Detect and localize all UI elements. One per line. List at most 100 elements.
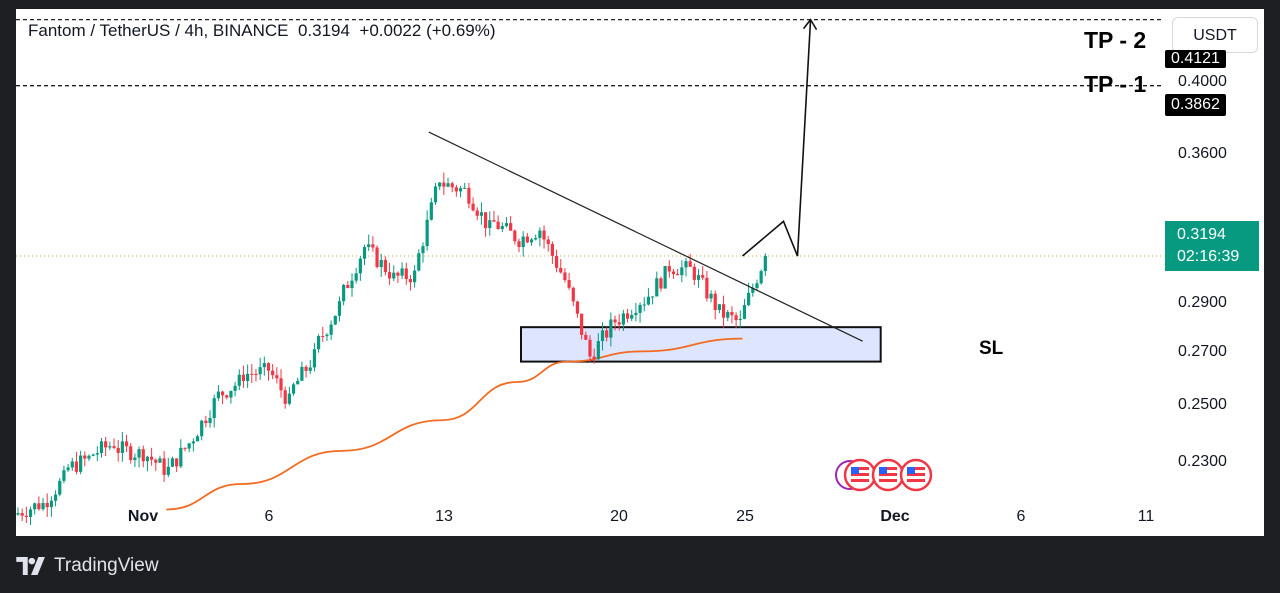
- candle-up: [358, 258, 362, 274]
- candle-up: [400, 268, 404, 276]
- candle-up: [634, 312, 638, 316]
- candle-down: [204, 420, 208, 424]
- candle-down: [141, 449, 145, 462]
- candle-down: [266, 363, 271, 371]
- us-flag-icon[interactable]: [843, 458, 877, 492]
- candle-down: [383, 259, 387, 273]
- candle-up: [680, 267, 684, 276]
- candle-down: [571, 287, 575, 302]
- candle-down: [254, 374, 258, 376]
- price-chart[interactable]: [16, 9, 1264, 536]
- candle-down: [705, 277, 709, 299]
- candle-down: [688, 261, 692, 267]
- candle-up: [258, 367, 262, 375]
- candle-down: [525, 236, 529, 243]
- candle-down: [154, 459, 158, 463]
- candle-up: [642, 304, 646, 306]
- candle-down: [450, 183, 454, 188]
- candle-down: [554, 255, 559, 268]
- time-tick-dec-6: 6: [1016, 508, 1026, 525]
- candle-up: [233, 385, 237, 391]
- symbol-header: Fantom / TetherUS / 4h, BINANCE 0.3194 +…: [28, 21, 496, 40]
- sl-label: SL: [979, 338, 1004, 359]
- candle-up: [534, 237, 538, 240]
- candle-up: [742, 305, 747, 319]
- us-flag-icon[interactable]: [899, 458, 933, 492]
- candle-up: [655, 278, 659, 297]
- chart-panel[interactable]: Fantom / TetherUS / 4h, BINANCE 0.3194 +…: [16, 9, 1264, 536]
- candle-down: [625, 313, 630, 319]
- candle-down: [509, 223, 513, 231]
- candle-down: [659, 278, 663, 289]
- candle-up: [262, 363, 266, 368]
- price-tick-0.2300: 0.2300: [1178, 453, 1227, 470]
- candle-up: [738, 318, 742, 321]
- time-tick-dec: Dec: [880, 508, 910, 525]
- candle-up: [413, 270, 417, 283]
- candle-up: [488, 220, 492, 229]
- candle-down: [701, 275, 705, 278]
- current-price-badge: 0.3194 02:16:39: [1165, 221, 1259, 271]
- candle-up: [166, 466, 170, 475]
- price-change-pct: (+0.69%): [426, 21, 496, 40]
- candle-down: [150, 456, 154, 460]
- candle-up: [717, 304, 721, 310]
- tp1-label: TP - 1: [1084, 71, 1147, 97]
- candle-up: [195, 436, 200, 442]
- candle-up: [329, 324, 333, 335]
- price-tick-0.2700: 0.2700: [1178, 343, 1227, 360]
- candle-down: [83, 455, 87, 459]
- candle-up: [120, 441, 124, 453]
- candle-down: [734, 315, 738, 321]
- candle-down: [546, 239, 550, 244]
- projection-arrow: [741, 19, 812, 257]
- candle-up: [630, 315, 634, 319]
- last-price: 0.3194: [297, 21, 350, 40]
- candle-down: [225, 395, 229, 398]
- us-flag-icon[interactable]: [871, 458, 905, 492]
- price-tick-0.4000: 0.4000: [1178, 73, 1227, 90]
- tradingview-logo-icon: [16, 557, 45, 575]
- candle-up: [229, 390, 233, 398]
- candle-down: [692, 266, 696, 280]
- candle-up: [646, 296, 651, 305]
- tp2-price-badge: 0.4121: [1165, 50, 1226, 68]
- candle-up: [187, 443, 191, 449]
- candle-down: [321, 336, 325, 338]
- candle-up: [337, 301, 342, 316]
- economic-events-icons[interactable]: [832, 457, 936, 493]
- candle-up: [208, 418, 212, 424]
- candle-down: [713, 293, 717, 310]
- candle-up: [170, 458, 175, 467]
- candle-down: [475, 210, 479, 216]
- candle-up: [66, 467, 70, 471]
- candle-down: [371, 244, 375, 248]
- candle-down: [45, 503, 49, 508]
- candle-up: [500, 226, 504, 230]
- tradingview-brand[interactable]: TradingView: [16, 555, 159, 577]
- candle-up: [58, 480, 62, 495]
- candle-up: [438, 182, 442, 187]
- candle-up: [763, 256, 767, 272]
- candle-down: [375, 247, 379, 268]
- candle-down: [559, 267, 563, 273]
- candle-down: [271, 370, 275, 376]
- candle-down: [567, 280, 571, 288]
- candle-down: [542, 230, 546, 240]
- candle-up: [41, 503, 45, 510]
- candle-down: [124, 441, 129, 447]
- candle-up: [600, 330, 605, 342]
- candle-down: [471, 203, 475, 211]
- currency-button[interactable]: USDT: [1172, 17, 1258, 53]
- tp1-price-badge: 0.3862: [1165, 94, 1226, 116]
- candle-up: [108, 446, 112, 448]
- candle-up: [246, 373, 250, 382]
- candle-down: [513, 230, 517, 242]
- candle-up: [145, 456, 150, 462]
- candle-countdown: 02:16:39: [1177, 248, 1240, 265]
- brand-name: TradingView: [54, 555, 159, 576]
- exchange: BINANCE: [212, 21, 289, 40]
- candle-down: [605, 330, 609, 338]
- candle-down: [275, 375, 279, 379]
- candle-up: [429, 202, 433, 220]
